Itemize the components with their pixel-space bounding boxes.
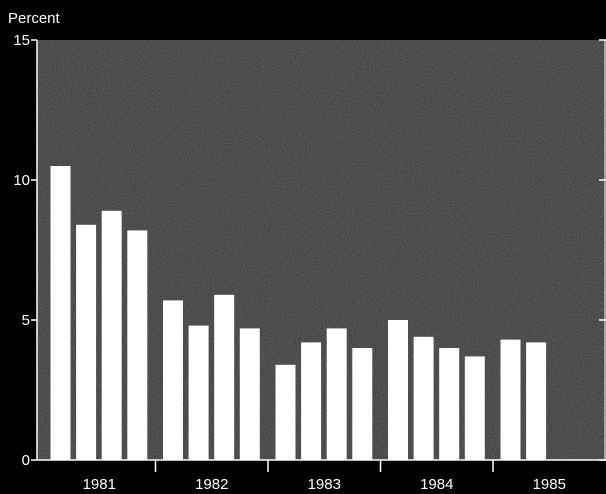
y-tick-label: 0 bbox=[22, 452, 30, 469]
bar-1981-4 bbox=[127, 230, 148, 460]
y-tick-label: 15 bbox=[13, 32, 30, 49]
plot-area-texture bbox=[37, 40, 606, 460]
bar-1981-2 bbox=[76, 224, 97, 460]
bar-1985-2 bbox=[526, 342, 547, 460]
bar-1984-4 bbox=[464, 356, 485, 460]
bar-1982-1 bbox=[163, 300, 183, 460]
bar-1983-1 bbox=[275, 364, 296, 460]
bar-1984-3 bbox=[439, 348, 460, 460]
bar-1983-4 bbox=[352, 348, 373, 460]
x-tick-label: 1982 bbox=[195, 476, 228, 493]
bar-1984-2 bbox=[413, 336, 434, 460]
bar-1984-1 bbox=[388, 320, 408, 460]
x-tick-label: 1984 bbox=[420, 476, 453, 493]
bar-1982-3 bbox=[214, 294, 235, 460]
bar-1981-1 bbox=[50, 166, 71, 460]
bar-1983-2 bbox=[301, 342, 322, 460]
bar-1985-1 bbox=[500, 339, 521, 460]
tick-labels: 0 5 10 15 1981 1982 1983 1984 1985 bbox=[13, 32, 566, 493]
y-axis-title: Percent bbox=[8, 10, 61, 27]
x-tick-label: 1981 bbox=[83, 476, 116, 493]
x-tick-label: 1983 bbox=[308, 476, 341, 493]
bar-1983-3 bbox=[326, 328, 347, 460]
x-tick-label: 1985 bbox=[533, 476, 566, 493]
y-tick-label: 10 bbox=[13, 172, 30, 189]
y-tick-label: 5 bbox=[22, 312, 30, 329]
bars bbox=[50, 166, 547, 460]
bar-1982-2 bbox=[188, 325, 209, 460]
bar-1982-4 bbox=[239, 328, 260, 460]
bar-1981-3 bbox=[101, 210, 122, 460]
